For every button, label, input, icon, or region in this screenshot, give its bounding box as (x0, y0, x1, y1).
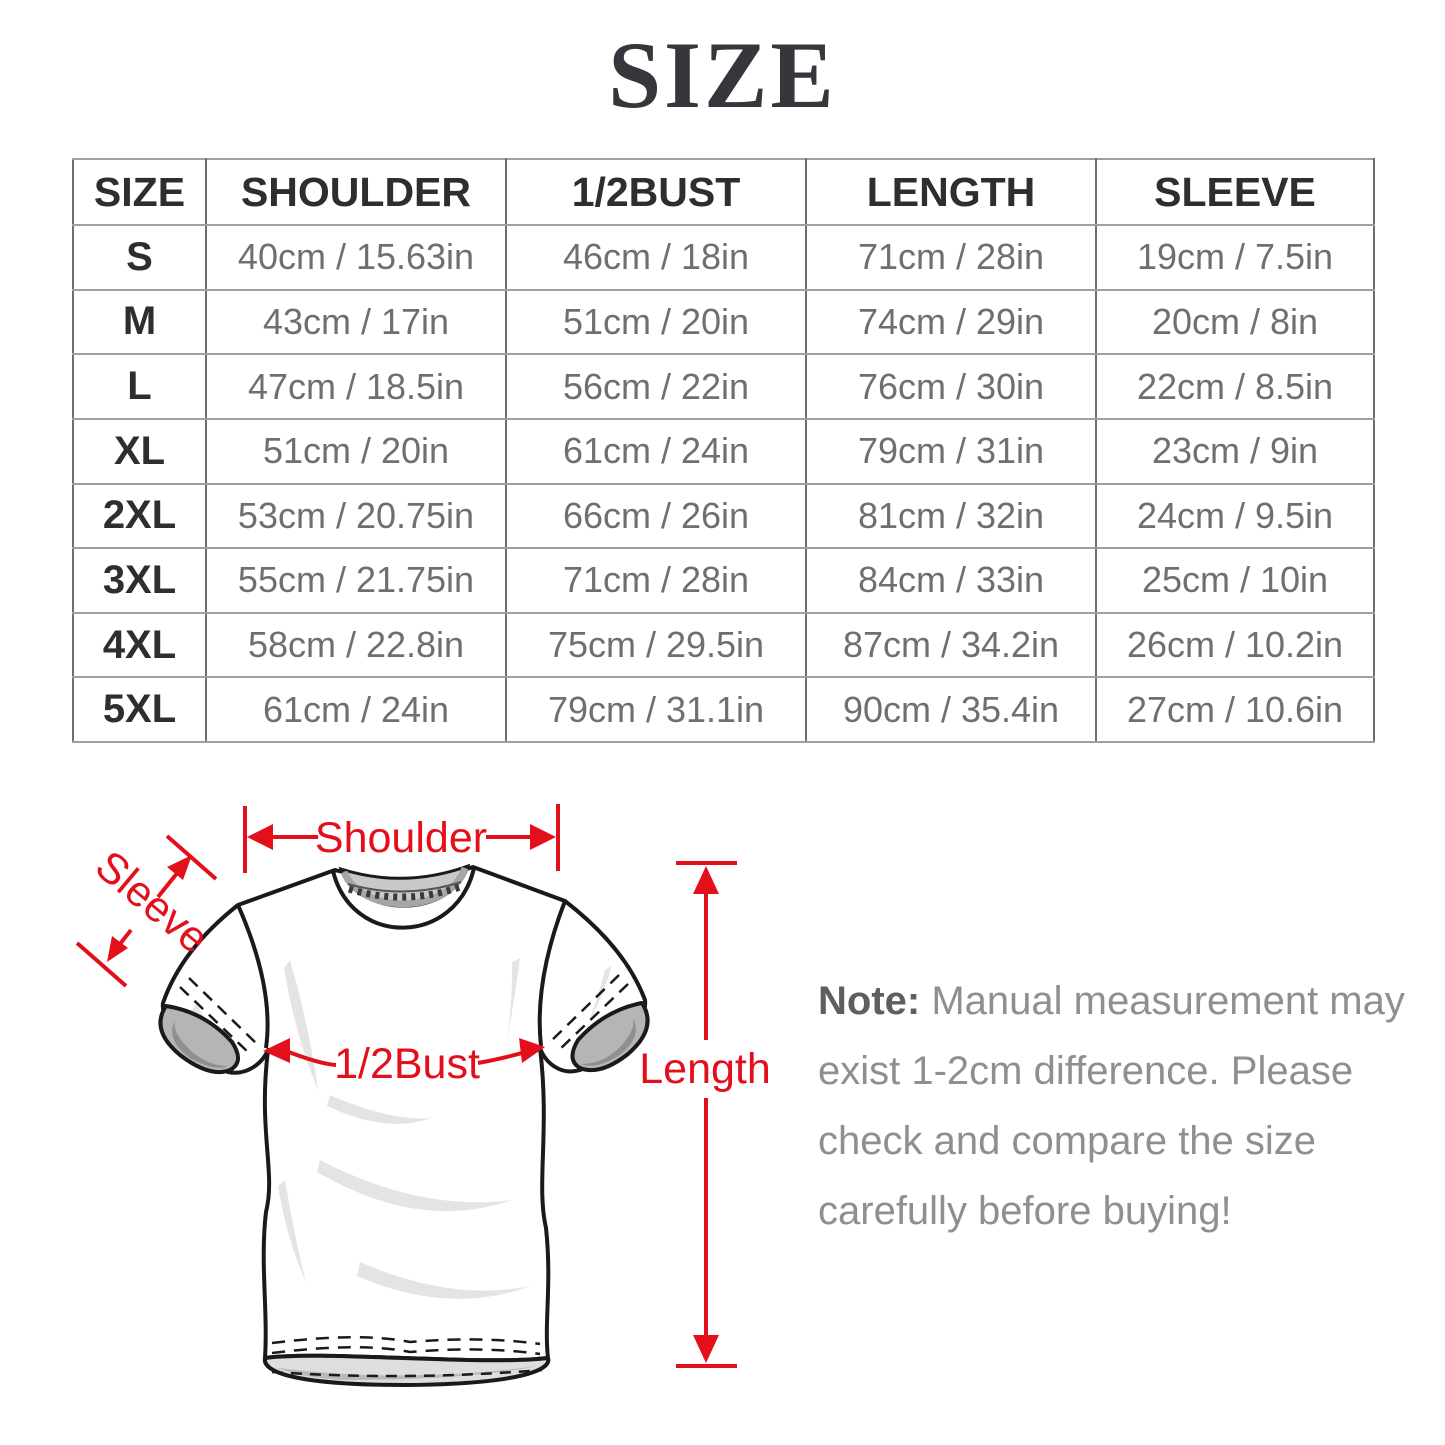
cell-sleeve: 25cm / 10in (1095, 547, 1375, 614)
armhole-seam-right (537, 900, 567, 1047)
cell-sleeve: 20cm / 8in (1095, 288, 1375, 356)
note-text: Note: Manual measurement may exist 1-2cm… (818, 966, 1414, 1246)
collar-rib-line (347, 881, 462, 893)
collar-rib-trim (347, 883, 462, 901)
cell-size: M (72, 288, 207, 356)
shoulder-label: Shoulder (315, 814, 487, 862)
table-row: 5XL 61cm / 24in 79cm / 31.1in 90cm / 35.… (72, 676, 1375, 743)
cuff-stitch-right-1 (557, 983, 629, 1052)
cell-length: 87cm / 34.2in (805, 611, 1097, 679)
cell-bust: 46cm / 18in (505, 224, 807, 291)
size-table: SIZE SHOULDER 1/2BUST LENGTH SLEEVE S 40… (72, 158, 1375, 743)
cuff-stitch-right-2 (549, 974, 620, 1043)
cuff-stitch-left-1 (179, 986, 251, 1055)
cell-bust: 75cm / 29.5in (505, 611, 807, 679)
cell-bust: 71cm / 28in (505, 547, 807, 614)
armhole-seam-left (236, 904, 270, 1049)
cell-shoulder: 55cm / 21.75in (205, 547, 507, 614)
cell-size: XL (72, 417, 207, 485)
cuff-shadow-left (172, 1020, 228, 1068)
cell-size: 3XL (72, 547, 207, 614)
page-title: SIZE (608, 22, 837, 128)
bust-arrow: 1/2Bust (263, 1038, 545, 1088)
table-row: M 43cm / 17in 51cm / 20in 74cm / 29in 20… (72, 288, 1375, 356)
cell-shoulder: 47cm / 18.5in (205, 353, 507, 420)
tshirt-drawing (158, 863, 650, 1387)
table-header-row: SIZE SHOULDER 1/2BUST LENGTH SLEEVE (72, 158, 1375, 226)
cell-sleeve: 26cm / 10.2in (1095, 611, 1375, 679)
cell-bust: 66cm / 26in (505, 482, 807, 550)
cell-bust: 56cm / 22in (505, 353, 807, 420)
cell-sleeve: 27cm / 10.6in (1095, 676, 1375, 743)
header-bust: 1/2BUST (505, 158, 807, 226)
cell-size: L (72, 353, 207, 420)
cell-bust: 51cm / 20in (505, 288, 807, 356)
table-row: 3XL 55cm / 21.75in 71cm / 28in 84cm / 33… (72, 547, 1375, 614)
table-row: S 40cm / 15.63in 46cm / 18in 71cm / 28in… (72, 224, 1375, 291)
note-prefix: Note: (818, 979, 921, 1023)
collar-band-outer (331, 867, 476, 930)
header-shoulder: SHOULDER (205, 158, 507, 226)
cell-size: 5XL (72, 676, 207, 743)
sleeve-label: Sleeve (86, 842, 218, 963)
cell-length: 84cm / 33in (805, 547, 1097, 614)
note-body: Manual measurement may exist 1-2cm diffe… (818, 979, 1405, 1233)
cell-sleeve: 19cm / 7.5in (1095, 224, 1375, 291)
cell-sleeve: 24cm / 9.5in (1095, 482, 1375, 550)
table-row: 2XL 53cm / 20.75in 66cm / 26in 81cm / 32… (72, 482, 1375, 550)
cell-length: 74cm / 29in (805, 288, 1097, 356)
cell-shoulder: 51cm / 20in (205, 417, 507, 485)
cuff-shadow-right (581, 1018, 636, 1066)
cuff-opening-right (570, 1001, 650, 1073)
header-sleeve: SLEEVE (1095, 158, 1375, 226)
cell-size: 4XL (72, 611, 207, 679)
hem-fold-stitch (271, 1368, 543, 1378)
table-row: L 47cm / 18.5in 56cm / 22in 76cm / 30in … (72, 353, 1375, 420)
cuff-stitch-left-2 (188, 977, 259, 1046)
header-length: LENGTH (805, 158, 1097, 226)
cell-size: S (72, 224, 207, 291)
cell-shoulder: 43cm / 17in (205, 288, 507, 356)
tshirt-measurement-diagram: Shoulder Sleeve 1/2Bust Length (75, 804, 771, 1387)
table-row: 4XL 58cm / 22.8in 75cm / 29.5in 87cm / 3… (72, 611, 1375, 679)
cell-length: 90cm / 35.4in (805, 676, 1097, 743)
cell-shoulder: 40cm / 15.63in (205, 224, 507, 291)
cell-length: 81cm / 32in (805, 482, 1097, 550)
cell-sleeve: 23cm / 9in (1095, 417, 1375, 485)
bust-label: 1/2Bust (334, 1040, 480, 1088)
hem-fold-shadow (278, 1366, 538, 1380)
hem-stitch-2 (271, 1346, 541, 1356)
cell-bust: 61cm / 24in (505, 417, 807, 485)
shoulder-arrow: Shoulder (243, 804, 560, 873)
cell-bust: 79cm / 31.1in (505, 676, 807, 743)
table-row: XL 51cm / 20in 61cm / 24in 79cm / 31in 2… (72, 417, 1375, 485)
length-label: Length (639, 1045, 771, 1093)
cell-shoulder: 53cm / 20.75in (205, 482, 507, 550)
hem-stitch-1 (271, 1336, 541, 1346)
cell-shoulder: 58cm / 22.8in (205, 611, 507, 679)
cuff-opening-left (158, 1004, 240, 1075)
cell-length: 79cm / 31in (805, 417, 1097, 485)
cell-shoulder: 61cm / 24in (205, 676, 507, 743)
cell-sleeve: 22cm / 8.5in (1095, 353, 1375, 420)
header-size: SIZE (72, 158, 207, 226)
length-arrow: Length (639, 861, 771, 1368)
cell-size: 2XL (72, 482, 207, 550)
cell-length: 76cm / 30in (805, 353, 1097, 420)
cell-length: 71cm / 28in (805, 224, 1097, 291)
